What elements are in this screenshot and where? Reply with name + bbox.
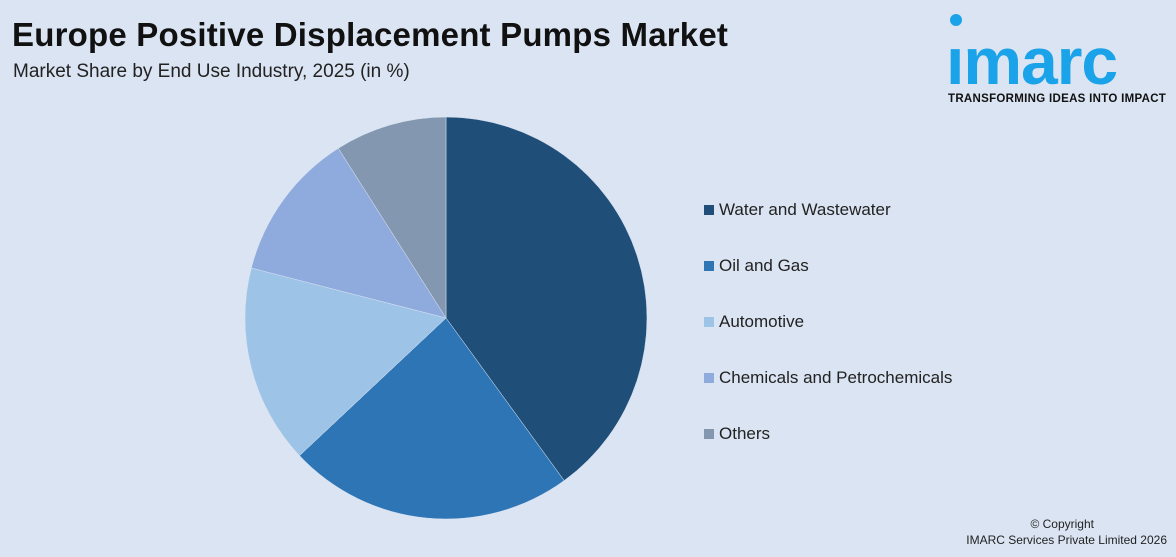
legend-label: Water and Wastewater <box>719 200 891 219</box>
pie-slice-automotive <box>244 267 447 456</box>
legend-swatch <box>704 373 714 383</box>
chart-legend: Water and Wastewater Oil and Gas Automotiv… <box>704 182 952 462</box>
legend-item: Chemicals and Petrochemicals <box>704 350 952 406</box>
imarc-logo: ımarc <box>946 12 1170 112</box>
legend-label: Oil and Gas <box>719 256 809 275</box>
legend-item: Others <box>704 406 952 462</box>
chart-title: Europe Positive Displacement Pumps Marke… <box>12 16 729 53</box>
pie-slice-water-and-wastewater <box>445 116 648 481</box>
logo-tagline: TRANSFORMING IDEAS INTO IMPACT <box>948 93 1167 105</box>
legend-item: Automotive <box>704 294 952 350</box>
copyright-company: IMARC Services Private Limited 2026 <box>966 533 1167 547</box>
legend-swatch <box>704 429 714 439</box>
legend-label: Others <box>719 424 771 443</box>
legend-swatch <box>704 317 714 327</box>
legend-item: Water and Wastewater <box>704 182 952 238</box>
svg-text:ımarc: ımarc <box>946 24 1117 92</box>
pie-slice-oil-and-gas <box>299 317 565 520</box>
chart-subtitle: Market Share by End Use Industry, 2025 (… <box>13 61 410 82</box>
copyright-label: © Copyright <box>1030 517 1094 531</box>
legend-item: Oil and Gas <box>704 238 952 294</box>
legend-swatch <box>704 261 714 271</box>
pie-slice-chemicals-and-petrochemicals <box>251 147 447 319</box>
legend-label: Automotive <box>719 312 805 331</box>
legend-swatch <box>704 205 714 215</box>
pie-slice-others <box>337 116 447 319</box>
legend-label: Chemicals and Petrochemicals <box>719 368 953 387</box>
